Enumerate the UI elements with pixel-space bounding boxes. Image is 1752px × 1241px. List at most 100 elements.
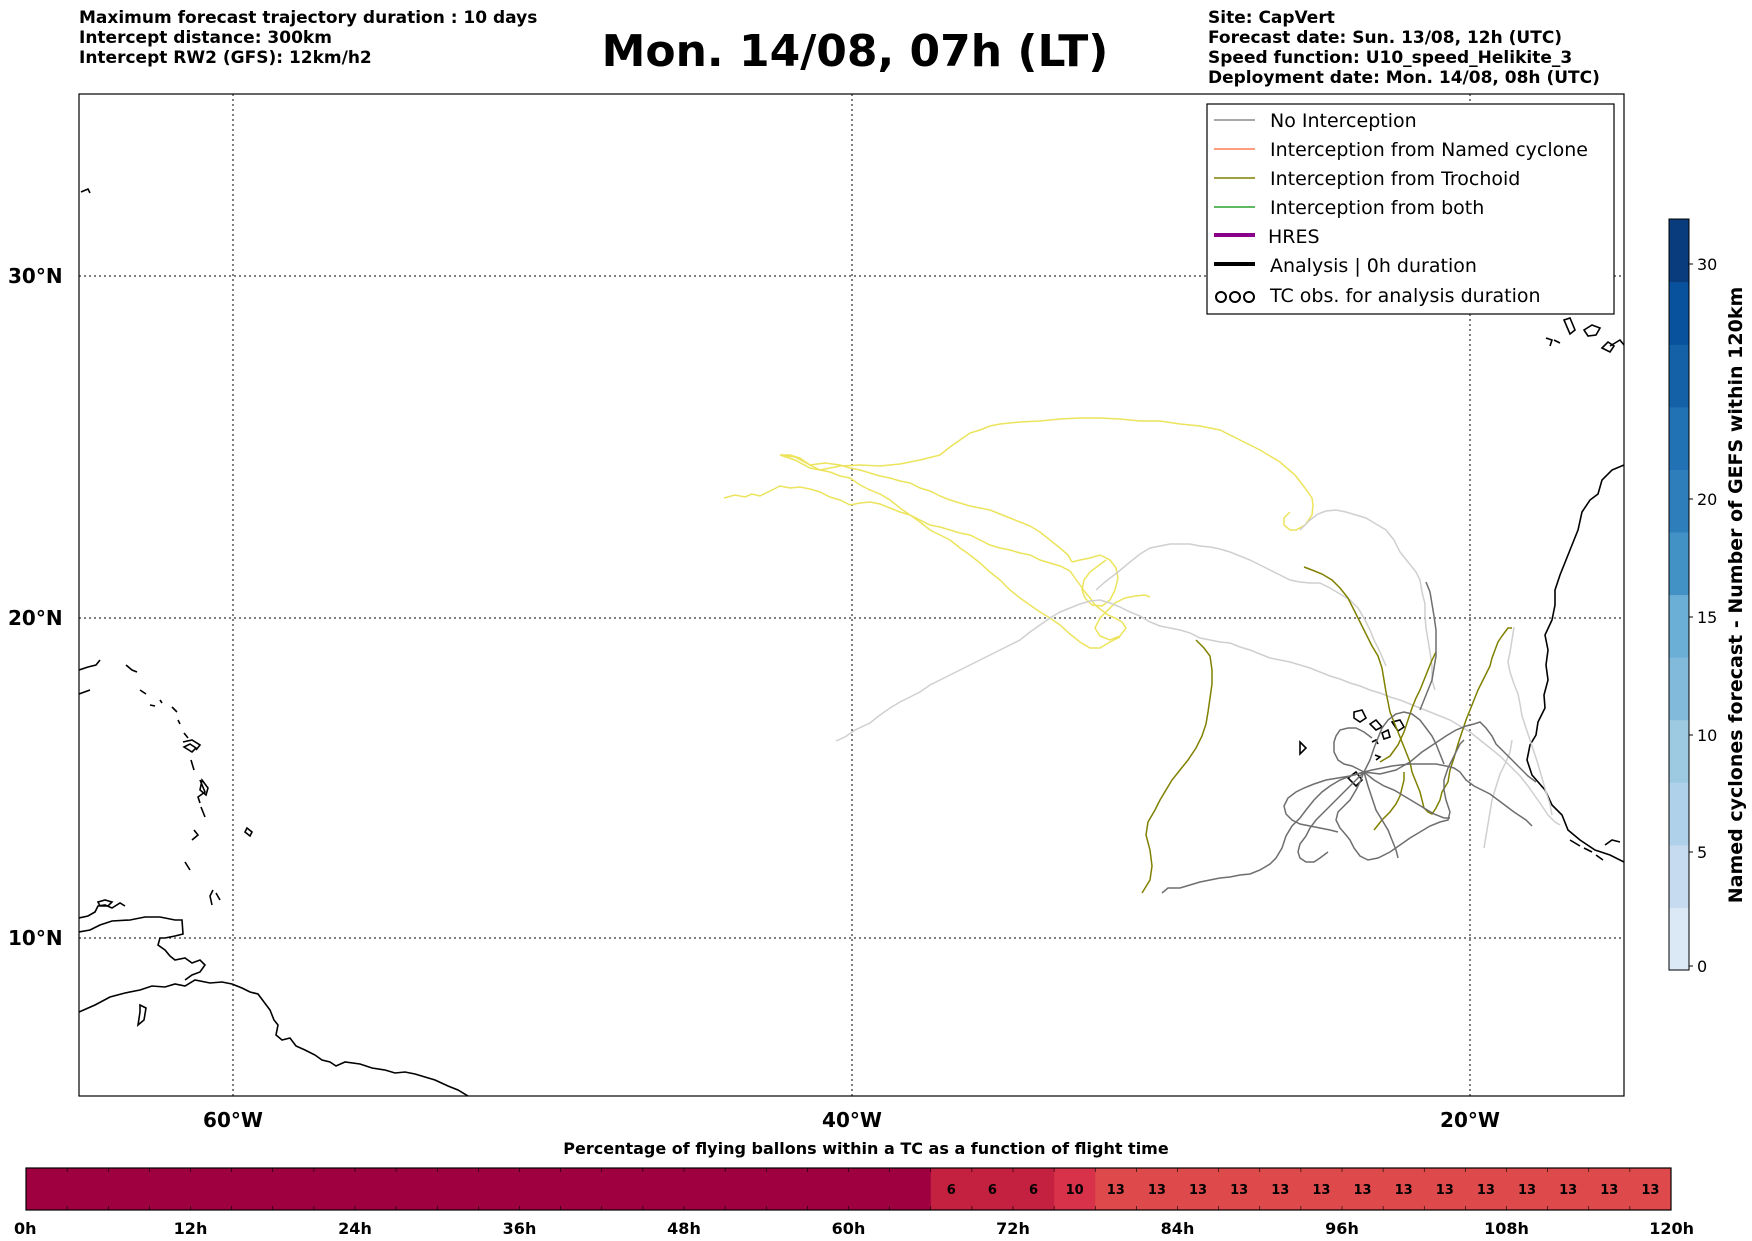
traj-nointercept-9 [1283,771,1365,833]
legend-label-analysis: Analysis | 0h duration [1270,255,1477,277]
traj-trochoid-light-5 [1071,554,1119,607]
legend-box [1206,103,1615,315]
lon-label-60w: 60°W [203,1108,263,1132]
traj-trochoid-light-3 [779,454,1073,563]
flight-time-cell [766,1168,808,1210]
flight-time-cell [1424,1168,1466,1210]
colorbar-right-cells [1669,219,1689,971]
flight-time-cell-value: 13 [1107,1183,1125,1198]
lat-label-10n: 10°N [8,926,63,950]
colorbar-right-cell [1669,406,1689,470]
flight-time-label: 12h [174,1219,208,1238]
lat-label-20n: 20°N [8,606,63,630]
flight-time-cell-value: 13 [1559,1183,1577,1198]
colorbar-right-label: Named cyclones forecast - Number of GEFS… [1725,287,1747,904]
legend: No Interception Interception from Named … [1206,103,1615,315]
deployment-date-text: Deployment date: Mon. 14/08, 08h (UTC) [1208,68,1600,88]
coast-island-small-1 [182,743,198,754]
flight-time-cell [684,1168,726,1210]
coast-capeverde-3 [1381,728,1391,741]
legend-label-no-interception: No Interception [1270,110,1417,132]
flight-time-cell-value: 10 [1066,1183,1084,1198]
flight-time-label: 24h [338,1219,372,1238]
flight-time-cell-value: 13 [1312,1183,1330,1198]
flight-time-cell-value: 13 [1395,1183,1413,1198]
flight-time-cell [437,1168,479,1210]
flight-time-label: 60h [832,1219,866,1238]
traj-trochoid-light-1 [723,485,1151,641]
coast-capeverde-8 [1299,740,1308,756]
flight-time-cell [1629,1168,1672,1210]
flight-time-cell-value: 13 [1436,1183,1454,1198]
lon-label-20w: 20°W [1440,1108,1500,1132]
cbar-label-20: 20 [1697,490,1717,509]
traj-nointercept-7 [1363,771,1399,859]
forecast-date-text: Forecast date: Sun. 13/08, 12h (UTC) [1208,28,1563,48]
flight-time-cell [1506,1168,1549,1210]
flight-time-cell-value: 13 [1189,1183,1207,1198]
legend-label-tc-obs: TC obs. for analysis duration [1269,285,1541,307]
coast-canary-6 [1553,339,1561,344]
coast-canary-4 [1609,338,1624,347]
flight-time-cell-value: 6 [947,1183,956,1198]
flight-time-cell [971,1168,1014,1210]
flight-time-label: 84h [1161,1219,1195,1238]
flight-time-cell [396,1168,438,1210]
flight-time-cell [149,1168,191,1210]
coast-africa [1526,464,1624,863]
flight-time-cell [725,1168,767,1210]
flight-time-cell [642,1168,685,1210]
flight-time-bar-labels: 0h 12h 24h 36h 48h 60h 72h 84h 96h 108h 120h [14,1219,1694,1238]
speed-function-text: Speed function: U10_speed_Helikite_3 [1208,48,1573,68]
flight-time-cell [889,1168,932,1210]
flight-time-cell [1013,1168,1055,1210]
max-duration-text: Maximum forecast trajectory duration : 1… [79,8,538,28]
traj-nointercept-5 [1363,763,1533,827]
flight-time-cell-value: 13 [1148,1183,1166,1198]
flight-time-cell [1300,1168,1343,1210]
cbar-label-10: 10 [1697,726,1717,745]
traj-nointercept-4 [1363,771,1450,819]
flight-time-cell [560,1168,603,1210]
coast-capeverde-5 [1371,738,1379,745]
colorbar-right-cell [1669,344,1689,408]
flight-time-cell [1465,1168,1507,1210]
flight-time-cell [67,1168,109,1210]
flight-time-cell [1095,1168,1137,1210]
cbar-label-0: 0 [1697,957,1707,976]
legend-label-hres: HRES [1268,226,1320,248]
tc-obs-icon [1215,291,1255,303]
flight-time-bar: Percentage of flying ballons within a TC… [14,1139,1694,1238]
coast-canary-5 [1545,337,1554,347]
cbar-label-5: 5 [1697,843,1707,862]
colorbar-right-cell [1669,281,1689,345]
coast-canary-1 [1562,317,1576,336]
legend-label-both: Interception from both [1270,197,1484,219]
flight-time-cell [519,1168,562,1210]
flight-time-cell [478,1168,520,1210]
traj-nointercept-light-1 [835,599,1561,826]
traj-nointercept-light-3 [1299,509,1436,691]
site-text: Site: CapVert [1208,8,1335,28]
flight-time-label: 0h [14,1219,37,1238]
flight-time-cell [190,1168,233,1210]
flight-time-cell [807,1168,849,1210]
flight-time-cell [1054,1168,1096,1210]
flight-time-cell-value: 6 [988,1183,997,1198]
flight-time-cell-value: 13 [1271,1183,1289,1198]
flight-time-cell [26,1168,68,1210]
flight-time-label: 48h [667,1219,701,1238]
trajectories [723,417,1561,894]
coastlines [79,187,1624,1096]
colorbar-right-cell [1669,469,1689,533]
flight-time-cell [930,1168,973,1210]
cbar-label-30: 30 [1697,255,1717,274]
flight-time-cell [231,1168,274,1210]
flight-time-cell-value: 13 [1230,1183,1248,1198]
intercept-rw2-text: Intercept RW2 (GFS): 12km/h2 [79,48,372,68]
flight-time-cell-value: 6 [1029,1183,1038,1198]
colorbar-right-cell [1669,719,1689,783]
page-title: Mon. 14/08, 07h (LT) [601,26,1109,77]
flight-time-cell [1383,1168,1425,1210]
